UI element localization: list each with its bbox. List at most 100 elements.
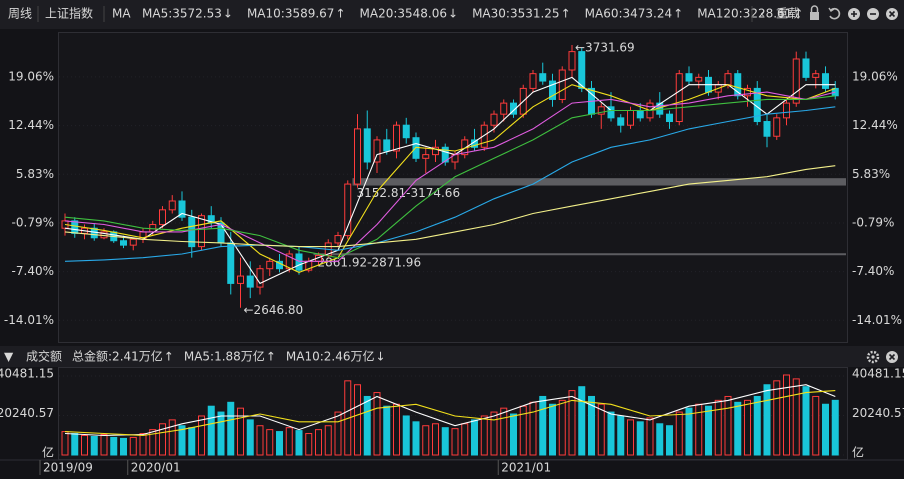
volume-bar <box>129 436 137 456</box>
candle-body <box>500 102 508 115</box>
price-panel: 19.06% 19.06% 12.44% 12.44% 5.83% 5.83% -0.79%… <box>4 40 902 326</box>
ma-line <box>64 390 836 437</box>
volume-bar <box>412 421 420 456</box>
volume-summary: 总金额:2.41万亿 <box>72 349 163 364</box>
volume-bar <box>568 390 576 456</box>
volume-bar <box>578 386 586 456</box>
legend-label: MA30:3531.25 <box>472 7 560 21</box>
candle-body <box>695 76 703 82</box>
volume-bar <box>607 411 615 456</box>
volume-bar <box>90 435 98 456</box>
volume-bar <box>198 415 205 456</box>
collapse-icon[interactable]: ‹ <box>760 7 765 21</box>
close-volume-icon[interactable] <box>886 351 898 363</box>
volume-bar <box>627 419 634 456</box>
y-tick-label-right: -14.01% <box>852 313 902 327</box>
volume-bar <box>139 433 147 456</box>
candle-body <box>724 73 732 86</box>
y-tick-label: 40481.15 <box>0 366 54 380</box>
volume-bar <box>441 427 449 456</box>
volume-bar <box>207 405 215 456</box>
candle-body <box>120 240 127 246</box>
volume-bar <box>490 411 498 456</box>
lock-icon[interactable] <box>810 5 819 20</box>
candle-body <box>168 200 176 211</box>
ma-line <box>64 165 836 248</box>
candle-body <box>510 102 517 115</box>
candle-body <box>744 87 751 97</box>
y-tick-label-right: 19.06% <box>852 69 898 83</box>
zone-label: 3152.81-3174.66 <box>357 186 461 200</box>
volume-bar <box>334 411 342 456</box>
candle-body <box>441 146 449 163</box>
legend-label: MA20:3548.06 <box>360 7 448 21</box>
toolbar-bg <box>0 0 904 29</box>
candle-body <box>490 113 498 126</box>
volume-bar <box>714 399 722 456</box>
undo-icon[interactable] <box>828 7 841 20</box>
legend-arrow: ↑ <box>793 7 803 21</box>
ma-line <box>64 384 836 437</box>
zoom-out-icon[interactable] <box>867 8 879 20</box>
x-tick-label: 2020/01 <box>131 461 181 475</box>
reload-button[interactable]: 重载 <box>776 7 800 21</box>
candle-body <box>198 215 205 248</box>
close-icon[interactable] <box>886 8 898 20</box>
volume-bar <box>744 399 751 456</box>
index-name[interactable]: 上证指数 <box>45 6 93 21</box>
candle-body <box>256 268 264 288</box>
volume-bar <box>266 429 274 456</box>
y-tick-label: 亿 <box>42 445 54 460</box>
volume-bar <box>617 415 625 456</box>
candle-body <box>763 121 771 137</box>
volume-bar <box>188 427 196 456</box>
volume-bar <box>276 431 283 456</box>
volume-bar <box>549 403 556 456</box>
candle-body <box>802 58 810 78</box>
legend-arrow: ↑ <box>266 350 276 364</box>
volume-bar <box>393 403 400 456</box>
y-tick-label-right: 5.83% <box>852 167 890 181</box>
candle-body <box>568 51 576 71</box>
candle-body <box>558 69 566 100</box>
volume-bar <box>451 428 459 456</box>
settings-icon[interactable] <box>866 350 880 364</box>
candle-body <box>422 154 430 159</box>
volume-bar <box>783 374 790 456</box>
zoom-in-icon[interactable] <box>848 8 860 20</box>
candle-body <box>480 124 488 148</box>
legend-arrow: ↓ <box>223 7 233 21</box>
candle-body <box>675 73 683 123</box>
indicator[interactable]: MA <box>112 7 131 21</box>
candle-body <box>539 73 547 82</box>
candle-body <box>266 260 274 270</box>
volume-bar <box>763 384 771 456</box>
volume-bar <box>246 419 254 456</box>
legend-label: MA120:3228.61 <box>697 7 792 21</box>
y-tick-label: -14.01% <box>4 313 54 327</box>
candle-body <box>432 146 439 156</box>
volume-bar <box>471 419 478 456</box>
candle-body <box>393 124 400 152</box>
legend-arrow: ↑ <box>673 7 683 21</box>
y-tick-label: 5.83% <box>16 167 54 181</box>
x-axis: 2019/09 2020/01 2021/01 <box>39 460 551 475</box>
volume-bar <box>61 431 69 456</box>
ma-line <box>64 84 836 273</box>
collapse-toggle[interactable]: ▼ <box>4 350 14 364</box>
x-tick-label: 2021/01 <box>501 461 551 475</box>
volume-bar <box>71 433 79 456</box>
candle-body <box>178 200 186 218</box>
period-tab[interactable]: 周线 <box>8 7 32 21</box>
candle-body <box>812 73 820 78</box>
candle-body <box>578 51 586 89</box>
volume-bar <box>753 395 761 456</box>
legend-label: MA5:1.88万亿 <box>184 349 265 364</box>
x-tick-label: 2019/09 <box>43 461 93 475</box>
volume-bar <box>217 411 225 456</box>
y-tick-label-right: -0.79% <box>852 215 894 229</box>
volume-bar <box>354 384 361 456</box>
candle-body <box>295 253 303 271</box>
volume-bar <box>597 403 605 456</box>
volume-bar <box>383 405 391 456</box>
